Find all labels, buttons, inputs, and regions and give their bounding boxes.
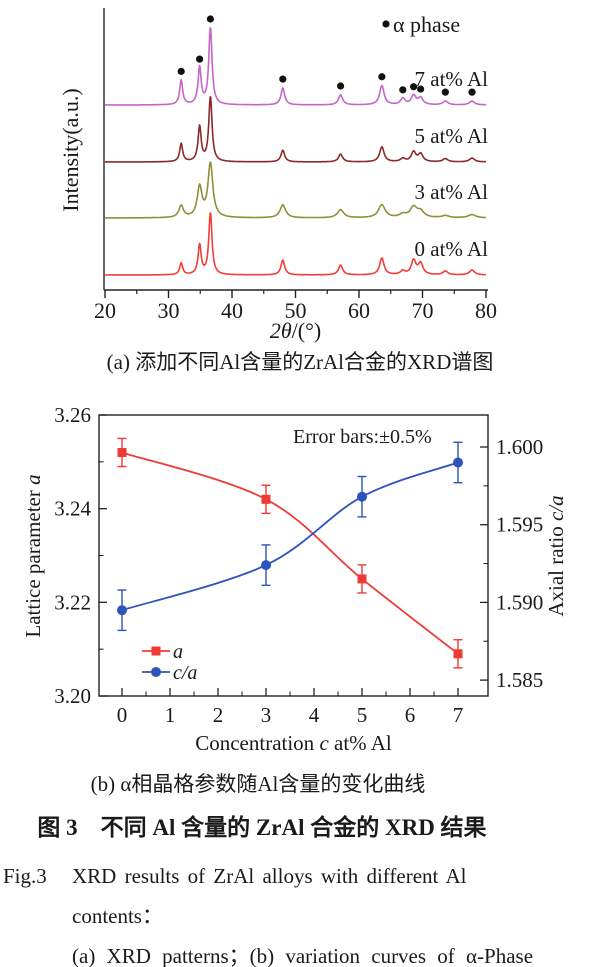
svg-text:50: 50 — [285, 298, 307, 323]
svg-text:Axial ratio c/a: Axial ratio c/a — [544, 495, 568, 616]
subcaption-a: (a) 添加不同Al含量的ZrAl合金的XRD谱图 — [106, 350, 494, 374]
svg-text:c/a: c/a — [173, 662, 197, 684]
svg-text:3 at% Al: 3 at% Al — [415, 180, 489, 204]
svg-text:a: a — [173, 641, 183, 663]
subcaption-b: (b) α相晶格参数随Al含量的变化曲线 — [90, 772, 426, 796]
svg-text:7 at% Al: 7 at% Al — [415, 67, 489, 91]
svg-text:40: 40 — [221, 298, 243, 323]
svg-text:2: 2 — [213, 703, 224, 727]
lattice-parameter-chart: 0 1 2 3 4 5 6 7 3.20 3.22 3.24 3.26 1.585 1.590 1.595 1… — [21, 403, 568, 755]
svg-text:3.20: 3.20 — [54, 684, 91, 708]
svg-text:3: 3 — [261, 703, 272, 727]
svg-text:5: 5 — [357, 703, 368, 727]
svg-text:1.590: 1.590 — [496, 590, 543, 614]
svg-text:20: 20 — [94, 298, 116, 323]
caption-en-line2: (a) XRD patterns；(b) variation curves of… — [72, 944, 534, 967]
svg-text:3.22: 3.22 — [54, 590, 91, 614]
svg-text:3.24: 3.24 — [54, 497, 91, 521]
svg-text:1.600: 1.600 — [496, 435, 543, 459]
svg-text:2θ/(°): 2θ/(°) — [270, 318, 321, 343]
svg-text:Concentration c at% Al: Concentration c at% Al — [195, 731, 392, 755]
svg-text:1.595: 1.595 — [496, 513, 543, 537]
svg-text:70: 70 — [412, 298, 434, 323]
xrd-patterns-chart: 20 30 40 50 60 70 80 Intensity(a.u.) 2θ/(°) 7 at%… — [58, 8, 497, 343]
svg-text:α phase: α phase — [393, 12, 460, 37]
figure-label-en: Fig.3 — [3, 864, 47, 888]
svg-text:4: 4 — [309, 703, 320, 727]
figure-title-zh: 图 3 不同 Al 含量的 ZrAl 合金的 XRD 结果 — [37, 815, 487, 840]
svg-text:0 at% Al: 0 at% Al — [415, 237, 489, 261]
svg-text:Intensity(a.u.): Intensity(a.u.) — [58, 88, 83, 211]
svg-text:1: 1 — [165, 703, 176, 727]
svg-text:60: 60 — [348, 298, 370, 323]
svg-text:1.585: 1.585 — [496, 668, 543, 692]
svg-text:Lattice parameter a: Lattice parameter a — [21, 474, 45, 637]
svg-text:0: 0 — [117, 703, 128, 727]
caption-en-line1: XRD results of ZrAl alloys with differen… — [72, 864, 467, 928]
svg-text:80: 80 — [475, 298, 497, 323]
svg-text:6: 6 — [405, 703, 416, 727]
svg-text:5 at% Al: 5 at% Al — [415, 124, 489, 148]
svg-text:30: 30 — [158, 298, 180, 323]
svg-text:7: 7 — [453, 703, 464, 727]
svg-text:Error bars:±0.5%: Error bars:±0.5% — [293, 426, 432, 448]
svg-text:3.26: 3.26 — [54, 403, 91, 427]
